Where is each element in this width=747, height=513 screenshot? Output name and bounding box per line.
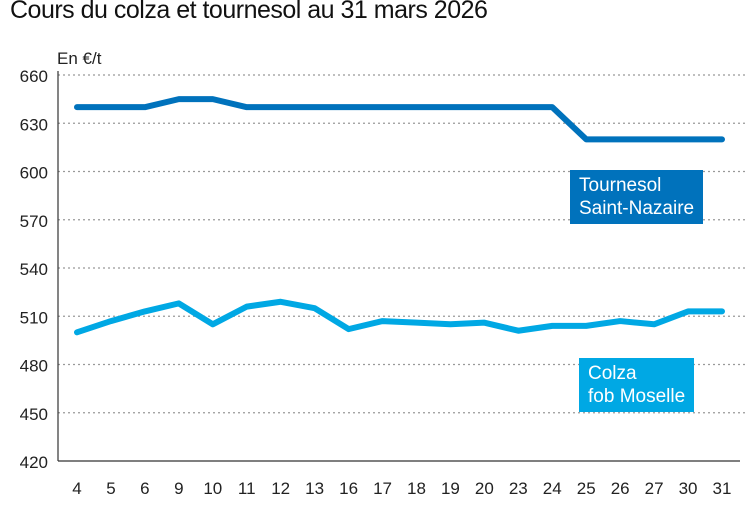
x-tick-label: 27 [645, 479, 664, 498]
x-tick-label: 20 [475, 479, 494, 498]
y-tick-label: 480 [20, 357, 48, 376]
x-tick-label: 10 [203, 479, 222, 498]
x-tick-label: 4 [72, 479, 81, 498]
legend-label-colza: Colza fob Moselle [579, 358, 695, 412]
x-tick-label: 9 [174, 479, 183, 498]
legend-label-line: Tournesol [579, 175, 662, 196]
y-tick-label: 600 [20, 164, 48, 183]
y-axis-label: En €/t [57, 49, 102, 68]
x-tick-label: 30 [679, 479, 698, 498]
x-tick-label: 26 [611, 479, 630, 498]
y-tick-label: 450 [20, 405, 48, 424]
x-tick-label: 31 [713, 479, 732, 498]
y-tick-label: 570 [20, 212, 48, 231]
legend-label-tournesol: Tournesol Saint-Nazaire [570, 170, 704, 224]
y-tick-label: 420 [20, 453, 48, 472]
x-tick-label: 16 [339, 479, 358, 498]
chart-title: Cours du colza et tournesol au 31 mars 2… [10, 0, 488, 24]
y-tick-label: 660 [20, 67, 48, 86]
series-line-1 [74, 298, 725, 336]
x-tick-label: 17 [373, 479, 392, 498]
y-tick-label: 540 [20, 260, 48, 279]
x-tick-label: 23 [509, 479, 528, 498]
legend-label-line: Saint-Nazaire [579, 198, 695, 219]
x-tick-label: 12 [271, 479, 290, 498]
x-tick-label: 19 [441, 479, 460, 498]
x-tick-label: 18 [407, 479, 426, 498]
x-axis-label: mars [371, 508, 409, 513]
y-tick-label: 630 [20, 115, 48, 134]
x-tick-label: 24 [543, 479, 562, 498]
x-tick-label: 25 [577, 479, 596, 498]
y-tick-label: 510 [20, 308, 48, 327]
series-line-0 [74, 96, 725, 143]
legend-label-line: fob Moselle [588, 386, 686, 407]
x-tick-label: 13 [305, 479, 324, 498]
x-tick-label: 11 [238, 479, 256, 498]
legend-label-line: Colza [588, 363, 637, 384]
x-tick-label: 5 [106, 479, 115, 498]
x-tick-label: 6 [140, 479, 149, 498]
